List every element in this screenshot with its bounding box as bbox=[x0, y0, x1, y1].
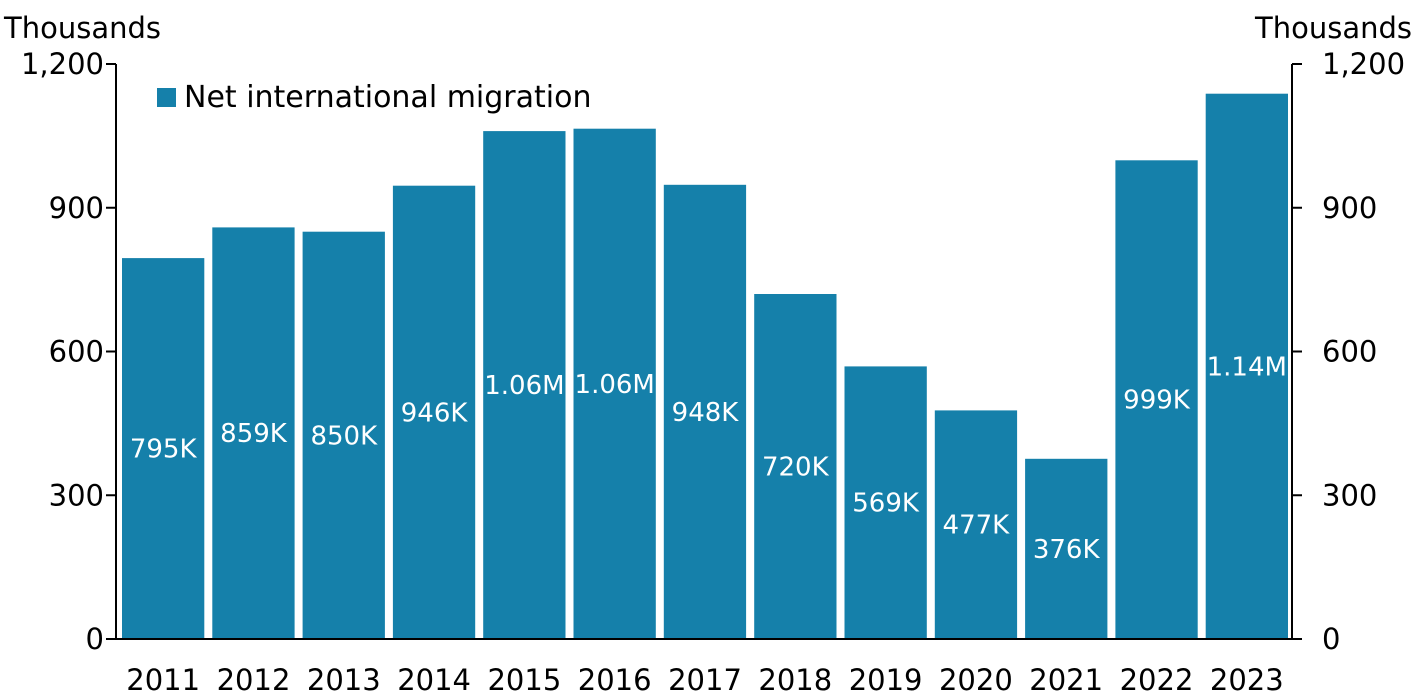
right-tick-label-900: 900 bbox=[1322, 191, 1377, 225]
x-tick-label-2020: 2020 bbox=[939, 663, 1013, 696]
right-tick-label-300: 300 bbox=[1322, 478, 1377, 512]
bar-2014 bbox=[392, 185, 476, 639]
x-tick-label-2023: 2023 bbox=[1210, 663, 1284, 696]
bar-value-label-2019: 569K bbox=[852, 489, 920, 519]
left-axis-unit: Thousands bbox=[3, 11, 161, 45]
x-tick-label-2016: 2016 bbox=[578, 663, 652, 696]
right-y-ticks: 0 300 600 900 1,200 bbox=[1292, 47, 1405, 656]
left-tick-label-0: 0 bbox=[86, 622, 104, 656]
x-tick-label-2015: 2015 bbox=[487, 663, 561, 696]
left-y-ticks: 0 300 600 900 1,200 bbox=[21, 47, 116, 656]
bar-2017 bbox=[663, 184, 747, 640]
x-tick-label-2012: 2012 bbox=[217, 663, 291, 696]
left-tick-label-600: 600 bbox=[49, 335, 104, 369]
bar-2015 bbox=[483, 131, 566, 639]
bar-value-label-2011: 795K bbox=[130, 435, 198, 465]
x-tick-label-2011: 2011 bbox=[126, 663, 200, 696]
bar-2013 bbox=[302, 231, 385, 639]
bar-value-label-2018: 720K bbox=[762, 453, 830, 483]
x-tick-label-2021: 2021 bbox=[1029, 663, 1103, 696]
bar-value-label-2022: 999K bbox=[1123, 386, 1191, 416]
right-tick-label-600: 600 bbox=[1322, 335, 1377, 369]
legend: Net international migration bbox=[157, 80, 591, 115]
bar-value-label-2020: 477K bbox=[943, 511, 1011, 541]
bar-2021 bbox=[1025, 458, 1108, 639]
bar-labels-layer: 795K 859K 850K 946K 1.06M 1.06M 948K 720K 569K 47… bbox=[130, 352, 1287, 565]
x-tick-label-2013: 2013 bbox=[307, 663, 381, 696]
left-tick-label-1200: 1,200 bbox=[21, 47, 104, 81]
bar-2016 bbox=[573, 128, 656, 639]
bar-value-label-2013: 850K bbox=[310, 421, 378, 451]
legend-swatch bbox=[157, 88, 176, 107]
bar-2012 bbox=[212, 227, 295, 639]
bar-value-label-2012: 859K bbox=[220, 419, 288, 449]
bar-value-label-2017: 948K bbox=[672, 398, 740, 428]
left-tick-label-300: 300 bbox=[49, 478, 104, 512]
bar-value-label-2023: 1.14M bbox=[1207, 352, 1287, 382]
legend-label: Net international migration bbox=[184, 80, 591, 115]
bar-2023 bbox=[1205, 93, 1288, 639]
x-tick-label-2019: 2019 bbox=[849, 663, 923, 696]
bar-2022 bbox=[1115, 160, 1198, 640]
x-tick-label-2017: 2017 bbox=[668, 663, 742, 696]
bar-value-label-2016: 1.06M bbox=[575, 370, 655, 400]
right-tick-label-0: 0 bbox=[1322, 622, 1340, 656]
x-tick-label-2014: 2014 bbox=[397, 663, 471, 696]
bar-2020 bbox=[934, 410, 1018, 639]
bar-value-label-2021: 376K bbox=[1033, 535, 1101, 565]
bars-layer bbox=[122, 93, 1288, 640]
bar-2018 bbox=[754, 294, 837, 639]
bar-2011 bbox=[122, 258, 205, 639]
right-axis-unit: Thousands bbox=[1254, 11, 1412, 45]
x-tick-labels: 2011 2012 2013 2014 2015 2016 2017 2018 2019 2020… bbox=[126, 663, 1283, 696]
bar-value-label-2015: 1.06M bbox=[484, 371, 564, 401]
bar-value-label-2014: 946K bbox=[401, 398, 469, 428]
bar-2019 bbox=[844, 366, 927, 639]
left-tick-label-900: 900 bbox=[49, 191, 104, 225]
right-tick-label-1200: 1,200 bbox=[1322, 47, 1405, 81]
x-tick-label-2018: 2018 bbox=[758, 663, 832, 696]
x-tick-label-2022: 2022 bbox=[1120, 663, 1194, 696]
